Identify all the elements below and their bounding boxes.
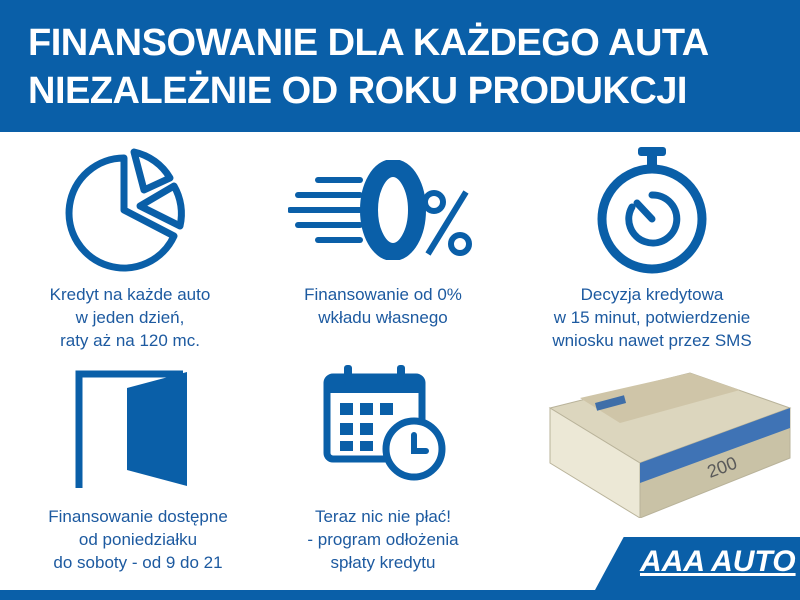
caption-line: Finansowanie dostępne bbox=[48, 507, 228, 526]
feature-caption-down-payment: Finansowanie od 0% wkładu własnego bbox=[253, 283, 513, 329]
pie-chart-icon bbox=[65, 148, 185, 272]
caption-line: Finansowanie od 0% bbox=[304, 285, 462, 304]
door-icon bbox=[75, 370, 187, 488]
caption-line: wkładu własnego bbox=[318, 308, 448, 327]
caption-line: - program odłożenia bbox=[307, 530, 459, 549]
caption-line: spłaty kredytu bbox=[330, 553, 436, 572]
headline-line-2: NIEZALEŻNIE OD ROKU PRODUKCJI bbox=[28, 70, 687, 112]
caption-line: do soboty - od 9 do 21 bbox=[53, 553, 223, 572]
feature-caption-deferral: Teraz nic nie płać! - program odłożenia … bbox=[253, 505, 513, 574]
zero-percent-icon bbox=[288, 160, 472, 260]
aaa-auto-logo: AAA AUTO bbox=[595, 537, 800, 590]
caption-line: od poniedziałku bbox=[78, 530, 198, 549]
stopwatch-icon bbox=[597, 147, 707, 274]
headline-line-1: FINANSOWANIE DLA KAŻDEGO AUTA bbox=[28, 22, 709, 64]
logo-text: AAA AUTO bbox=[640, 545, 796, 578]
caption-line: Kredyt na każde auto bbox=[49, 285, 211, 304]
caption-line: w 15 minut, potwierdzenie bbox=[553, 308, 751, 327]
calendar-clock-icon bbox=[323, 365, 446, 481]
caption-line: w jeden dzień, bbox=[75, 308, 185, 327]
feature-caption-credit: Kredyt na każde auto w jeden dzień, raty… bbox=[0, 283, 260, 352]
feature-caption-hours: Finansowanie dostępne od poniedziałku do… bbox=[8, 505, 268, 574]
feature-caption-decision: Decyzja kredytowa w 15 minut, potwierdze… bbox=[522, 283, 782, 352]
caption-line: raty aż na 120 mc. bbox=[60, 331, 200, 350]
caption-line: wniosku nawet przez SMS bbox=[552, 331, 752, 350]
header-banner: FINANSOWANIE DLA KAŻDEGO AUTA NIEZALEŻNI… bbox=[0, 0, 800, 132]
caption-line: Decyzja kredytowa bbox=[580, 285, 724, 304]
banknotes-stack-icon: 200 bbox=[548, 372, 792, 518]
bottom-bar bbox=[0, 590, 800, 600]
caption-line: Teraz nic nie płać! bbox=[314, 507, 452, 526]
